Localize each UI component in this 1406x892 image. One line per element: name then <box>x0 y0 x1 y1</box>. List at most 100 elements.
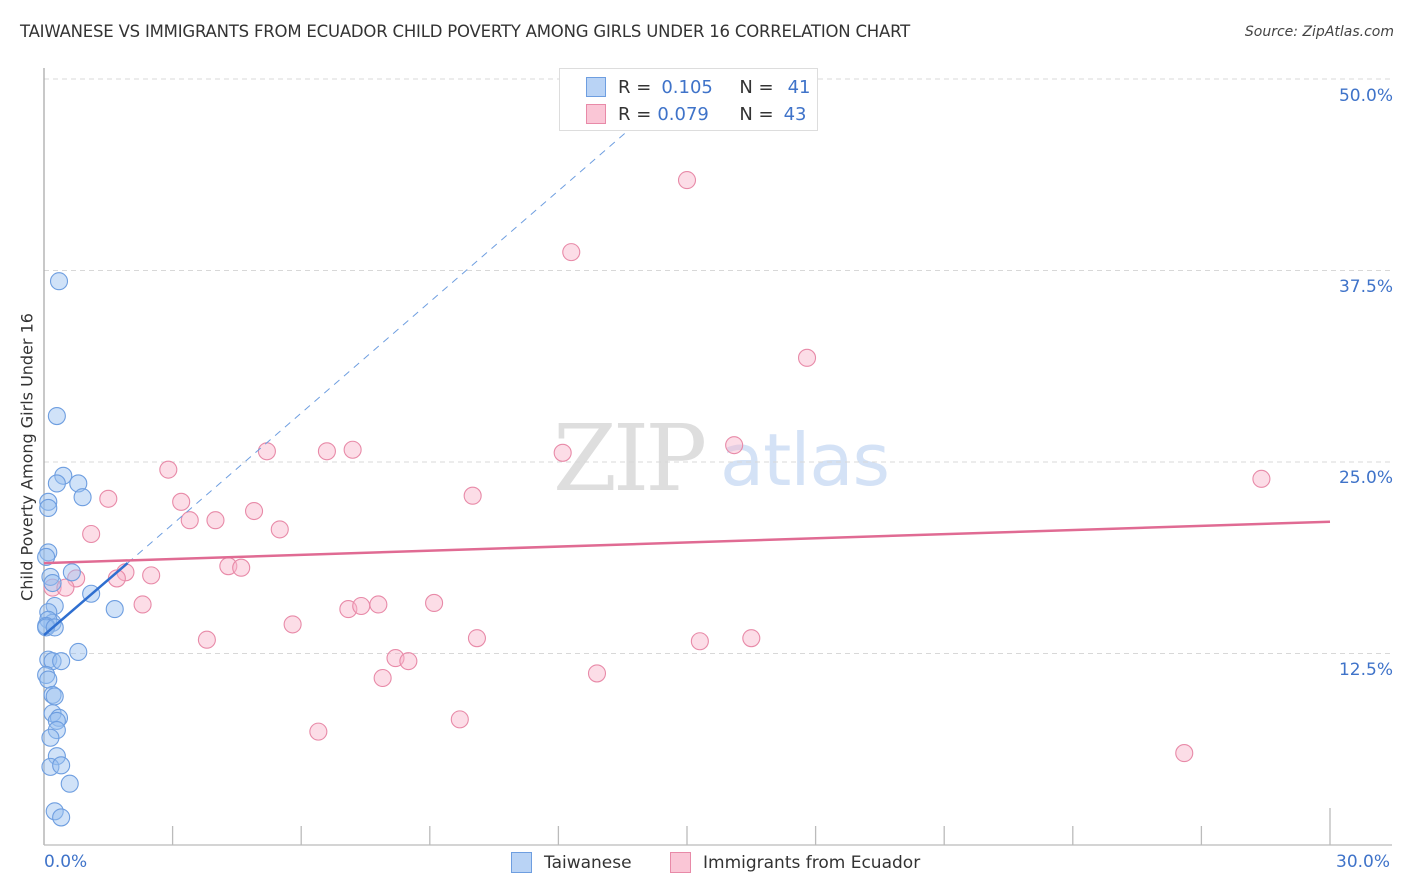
data-point[interactable] <box>52 652 71 671</box>
data-point[interactable] <box>47 711 66 730</box>
data-point[interactable] <box>159 460 178 479</box>
data-point[interactable] <box>587 664 607 683</box>
taiwanese-swatch-icon <box>586 77 606 97</box>
ecuador-swatch-icon <box>586 104 606 124</box>
data-point[interactable] <box>369 595 388 614</box>
data-point[interactable] <box>62 563 81 582</box>
source-credit: Source: ZipAtlas.com <box>1244 24 1394 40</box>
ecuador-swatch-icon <box>670 852 691 873</box>
watermark-atlas: atlas <box>720 418 890 502</box>
data-point[interactable] <box>47 406 66 426</box>
data-point[interactable] <box>317 442 336 461</box>
data-point[interactable] <box>99 489 118 508</box>
n-value: 43 <box>783 103 807 125</box>
legend-item-ecuador[interactable]: Immigrants from Ecuador <box>670 852 920 873</box>
data-point[interactable] <box>69 474 88 493</box>
data-point[interactable] <box>49 272 69 291</box>
data-point[interactable] <box>797 348 817 367</box>
r-label: R = <box>618 76 652 98</box>
data-point[interactable] <box>105 600 124 619</box>
data-point[interactable] <box>39 492 58 511</box>
x-tick-30: 30.0% <box>1336 852 1391 872</box>
data-point[interactable] <box>45 687 64 706</box>
data-point[interactable] <box>43 578 62 597</box>
data-point[interactable] <box>244 501 264 521</box>
data-point[interactable] <box>43 573 62 593</box>
data-point[interactable] <box>373 668 392 688</box>
y-axis-label: Child Poverty Among Girls Under 16 <box>17 313 37 601</box>
data-point[interactable] <box>562 243 581 262</box>
data-point[interactable] <box>54 466 73 485</box>
data-point[interactable] <box>467 629 487 648</box>
data-point[interactable] <box>463 486 482 505</box>
data-point[interactable] <box>450 710 469 729</box>
data-point[interactable] <box>257 442 276 461</box>
y-tick-12-5: 12.5% <box>1338 660 1393 680</box>
trend-lines <box>43 119 1331 637</box>
r-value: 0.079 <box>657 103 709 125</box>
data-point[interactable] <box>553 443 572 462</box>
stats-row-ecuador: R = 0.079 N = 43 <box>586 102 807 126</box>
n-label: N = <box>739 76 774 98</box>
legend-item-taiwanese[interactable]: Taiwanese <box>511 852 632 873</box>
data-point[interactable] <box>73 488 92 507</box>
data-point[interactable] <box>270 520 289 539</box>
data-point[interactable] <box>69 642 88 662</box>
data-point[interactable] <box>690 632 709 651</box>
data-point[interactable] <box>47 747 66 766</box>
data-point[interactable] <box>399 652 418 671</box>
data-point[interactable] <box>180 511 199 530</box>
x-tick-0: 0.0% <box>44 852 88 872</box>
y-tick-50: 50.0% <box>1338 86 1393 106</box>
r-label: R = <box>618 103 652 125</box>
legend-label: Immigrants from Ecuador <box>703 852 921 873</box>
data-point[interactable] <box>47 721 66 740</box>
data-point[interactable] <box>39 498 58 518</box>
data-point[interactable] <box>133 595 152 614</box>
n-label: N = <box>739 103 774 125</box>
data-point[interactable] <box>172 492 191 511</box>
data-point[interactable] <box>52 756 71 775</box>
data-point[interactable] <box>232 558 251 577</box>
axes <box>43 68 1392 846</box>
data-point[interactable] <box>309 722 328 741</box>
data-point[interactable] <box>206 511 225 530</box>
data-point[interactable] <box>52 808 71 827</box>
taiwanese-trend-extension <box>127 119 641 564</box>
data-point[interactable] <box>352 596 371 616</box>
data-point[interactable] <box>60 774 79 793</box>
ecuador-trend-line <box>43 520 1331 565</box>
watermark-zip: ZIP <box>553 405 707 512</box>
taiwanese-swatch-icon <box>511 852 532 873</box>
data-point[interactable] <box>1175 744 1194 763</box>
data-point[interactable] <box>343 440 362 459</box>
n-value: 41 <box>787 76 811 98</box>
stats-row-taiwanese: R = 0.105 N = 41 <box>586 75 811 99</box>
data-point[interactable] <box>47 474 66 493</box>
y-tick-37-5: 37.5% <box>1338 277 1393 297</box>
series-ecuador-points <box>43 171 1271 763</box>
data-point[interactable] <box>742 629 761 648</box>
data-point[interactable] <box>39 603 58 622</box>
data-point[interactable] <box>197 630 216 649</box>
data-point[interactable] <box>725 436 744 455</box>
data-point[interactable] <box>39 670 58 689</box>
taiwanese-trend-line <box>43 562 129 637</box>
y-tick-25: 25.0% <box>1338 468 1393 488</box>
data-point[interactable] <box>82 524 101 544</box>
data-point[interactable] <box>677 171 697 190</box>
data-point[interactable] <box>425 593 444 612</box>
legend-label: Taiwanese <box>544 852 632 873</box>
data-point[interactable] <box>41 728 60 747</box>
data-point[interactable] <box>37 547 56 567</box>
data-point[interactable] <box>37 665 56 684</box>
data-point[interactable] <box>39 543 58 562</box>
r-value: 0.105 <box>661 76 713 98</box>
data-point[interactable] <box>142 566 161 585</box>
series-taiwanese-points <box>37 272 124 827</box>
data-point[interactable] <box>1252 469 1271 488</box>
chart-title: TAIWANESE VS IMMIGRANTS FROM ECUADOR CHI… <box>20 22 911 41</box>
data-point[interactable] <box>283 615 302 634</box>
stats-legend: R = 0.105 N = 41 R = 0.079 N = 43 <box>559 68 818 131</box>
